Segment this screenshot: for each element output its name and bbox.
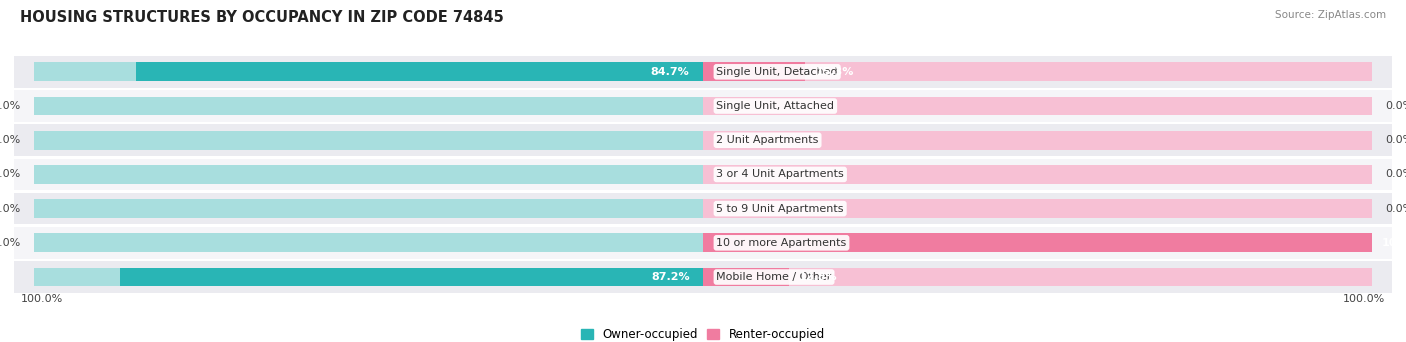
Text: Single Unit, Detached: Single Unit, Detached — [717, 67, 838, 77]
Bar — [14, 227, 1392, 259]
Bar — [120, 267, 703, 287]
Bar — [34, 131, 703, 150]
Bar — [703, 131, 1372, 150]
Text: 100.0%: 100.0% — [1343, 294, 1385, 304]
Text: 0.0%: 0.0% — [1385, 101, 1406, 111]
Text: 5 to 9 Unit Apartments: 5 to 9 Unit Apartments — [717, 203, 844, 214]
Bar — [703, 267, 789, 287]
Text: 0.0%: 0.0% — [0, 169, 21, 180]
Text: 0.0%: 0.0% — [0, 203, 21, 214]
Text: 0.0%: 0.0% — [0, 101, 21, 111]
Bar — [136, 63, 703, 81]
Bar — [14, 56, 1392, 88]
Text: 84.7%: 84.7% — [651, 67, 689, 77]
Bar — [703, 233, 1372, 252]
Bar — [34, 63, 703, 81]
Text: 10 or more Apartments: 10 or more Apartments — [717, 238, 846, 248]
Bar — [34, 267, 703, 287]
Bar — [34, 233, 703, 252]
Bar — [703, 165, 1372, 184]
Text: 87.2%: 87.2% — [651, 272, 689, 282]
Text: Single Unit, Attached: Single Unit, Attached — [717, 101, 834, 111]
Bar — [703, 267, 1372, 287]
Text: 3 or 4 Unit Apartments: 3 or 4 Unit Apartments — [717, 169, 844, 180]
Text: 2 Unit Apartments: 2 Unit Apartments — [717, 135, 818, 145]
Bar — [14, 90, 1392, 122]
Bar — [14, 193, 1392, 224]
Text: 0.0%: 0.0% — [1385, 135, 1406, 145]
Text: Source: ZipAtlas.com: Source: ZipAtlas.com — [1275, 10, 1386, 20]
Text: 0.0%: 0.0% — [0, 238, 21, 248]
Text: 0.0%: 0.0% — [1385, 169, 1406, 180]
Bar — [34, 97, 703, 116]
Bar — [14, 261, 1392, 293]
Text: HOUSING STRUCTURES BY OCCUPANCY IN ZIP CODE 74845: HOUSING STRUCTURES BY OCCUPANCY IN ZIP C… — [20, 10, 503, 25]
Bar — [34, 199, 703, 218]
Text: 15.3%: 15.3% — [815, 67, 853, 77]
Bar — [703, 97, 1372, 116]
Bar — [14, 159, 1392, 190]
Text: Mobile Home / Other: Mobile Home / Other — [717, 272, 832, 282]
Bar — [703, 63, 806, 81]
Bar — [703, 63, 1372, 81]
Text: 12.8%: 12.8% — [799, 272, 838, 282]
Bar — [703, 199, 1372, 218]
Text: 0.0%: 0.0% — [1385, 203, 1406, 214]
Text: 0.0%: 0.0% — [0, 135, 21, 145]
Legend: Owner-occupied, Renter-occupied: Owner-occupied, Renter-occupied — [581, 328, 825, 341]
Bar — [14, 124, 1392, 156]
Text: 100.0%: 100.0% — [1382, 238, 1406, 248]
Bar — [34, 165, 703, 184]
Text: 100.0%: 100.0% — [21, 294, 63, 304]
Bar — [703, 233, 1372, 252]
